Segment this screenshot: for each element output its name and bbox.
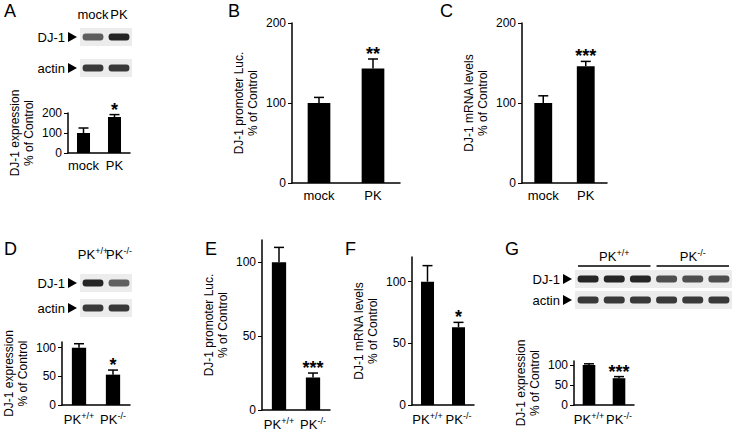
svg-text:PK: PK — [64, 412, 82, 427]
svg-text:PK: PK — [599, 249, 617, 264]
svg-text:***: *** — [302, 358, 323, 378]
svg-text:100: 100 — [496, 96, 516, 110]
svg-text:PK: PK — [606, 412, 624, 427]
svg-text:DJ-1 promoter Luc.: DJ-1 promoter Luc. — [232, 52, 246, 155]
svg-text:50: 50 — [555, 378, 569, 392]
svg-text:100: 100 — [386, 275, 406, 289]
svg-text:% of Control: % of Control — [216, 292, 230, 358]
svg-text:PK: PK — [680, 249, 698, 264]
svg-text:50: 50 — [393, 336, 407, 350]
svg-text:actin: actin — [533, 293, 560, 308]
svg-text:PK: PK — [412, 412, 430, 427]
svg-text:mock: mock — [528, 188, 560, 203]
svg-text:200: 200 — [496, 16, 516, 30]
svg-text:+/+: +/+ — [281, 416, 294, 426]
svg-text:DJ-1: DJ-1 — [38, 30, 65, 45]
svg-text:0: 0 — [55, 146, 62, 160]
svg-text:C: C — [440, 1, 453, 21]
svg-text:F: F — [345, 239, 356, 259]
svg-text:-/-: -/- — [623, 411, 632, 421]
svg-text:50: 50 — [43, 369, 57, 383]
svg-text:% of Control: % of Control — [476, 70, 490, 136]
svg-text:PK: PK — [100, 412, 118, 427]
svg-text:*: * — [109, 355, 116, 375]
svg-text:PK: PK — [300, 417, 318, 432]
svg-text:0: 0 — [49, 398, 56, 412]
svg-text:PK: PK — [78, 247, 96, 262]
svg-text:% of Control: % of Control — [528, 350, 542, 416]
svg-text:0: 0 — [509, 176, 516, 190]
svg-text:PK: PK — [106, 247, 124, 262]
svg-text:**: ** — [366, 44, 380, 64]
svg-text:mock: mock — [68, 158, 100, 173]
svg-text:+/+: +/+ — [591, 411, 604, 421]
svg-text:% of Control: % of Control — [246, 70, 260, 136]
svg-text:*: * — [455, 307, 462, 327]
svg-text:***: *** — [575, 46, 596, 66]
svg-text:200: 200 — [266, 16, 286, 30]
svg-text:D: D — [4, 239, 17, 259]
svg-text:G: G — [505, 239, 519, 259]
svg-text:DJ-1 mRNA levels: DJ-1 mRNA levels — [352, 282, 366, 379]
svg-text:PK: PK — [446, 412, 464, 427]
svg-text:-/-: -/- — [117, 411, 126, 421]
svg-text:% of Control: % of Control — [366, 298, 380, 364]
svg-text:100: 100 — [36, 341, 56, 355]
svg-text:B: B — [228, 1, 240, 21]
svg-text:PK: PK — [574, 412, 592, 427]
svg-text:mock: mock — [77, 7, 109, 22]
svg-text:+/+: +/+ — [430, 411, 443, 421]
svg-text:100: 100 — [548, 358, 568, 372]
svg-text:100: 100 — [236, 255, 256, 269]
svg-text:DJ-1: DJ-1 — [38, 276, 65, 291]
svg-text:PK: PK — [110, 7, 128, 22]
svg-text:-/-: -/- — [317, 416, 326, 426]
svg-text:PK: PK — [364, 188, 382, 203]
svg-text:-/-: -/- — [463, 411, 472, 421]
svg-text:% of Control: % of Control — [22, 100, 36, 166]
svg-text:DJ-1 mRNA levels: DJ-1 mRNA levels — [462, 54, 476, 151]
svg-text:*: * — [111, 100, 118, 120]
svg-text:E: E — [205, 239, 217, 259]
svg-text:0: 0 — [279, 176, 286, 190]
svg-text:DJ-1 expression: DJ-1 expression — [2, 330, 16, 417]
svg-text:0: 0 — [399, 398, 406, 412]
svg-text:A: A — [4, 1, 16, 21]
svg-text:50: 50 — [243, 329, 257, 343]
svg-text:mock: mock — [303, 188, 335, 203]
svg-text:0: 0 — [249, 403, 256, 417]
svg-text:actin: actin — [38, 301, 65, 316]
svg-text:0: 0 — [561, 398, 568, 412]
svg-text:PK: PK — [577, 188, 595, 203]
svg-text:% of Control: % of Control — [16, 340, 30, 406]
svg-text:DJ-1 expression: DJ-1 expression — [8, 90, 22, 177]
svg-text:+/+: +/+ — [616, 248, 629, 258]
svg-text:200: 200 — [42, 106, 62, 120]
svg-text:-/-: -/- — [697, 248, 706, 258]
svg-text:PK: PK — [106, 158, 124, 173]
svg-text:DJ-1: DJ-1 — [533, 272, 560, 287]
svg-text:PK: PK — [264, 417, 282, 432]
svg-text:actin: actin — [38, 61, 65, 76]
svg-text:DJ-1 expression: DJ-1 expression — [514, 340, 528, 427]
svg-text:100: 100 — [266, 96, 286, 110]
svg-text:DJ-1 promoter Luc.: DJ-1 promoter Luc. — [202, 274, 216, 377]
svg-text:+/+: +/+ — [81, 411, 94, 421]
svg-text:***: *** — [608, 362, 629, 382]
svg-text:100: 100 — [42, 126, 62, 140]
svg-text:-/-: -/- — [123, 246, 132, 256]
